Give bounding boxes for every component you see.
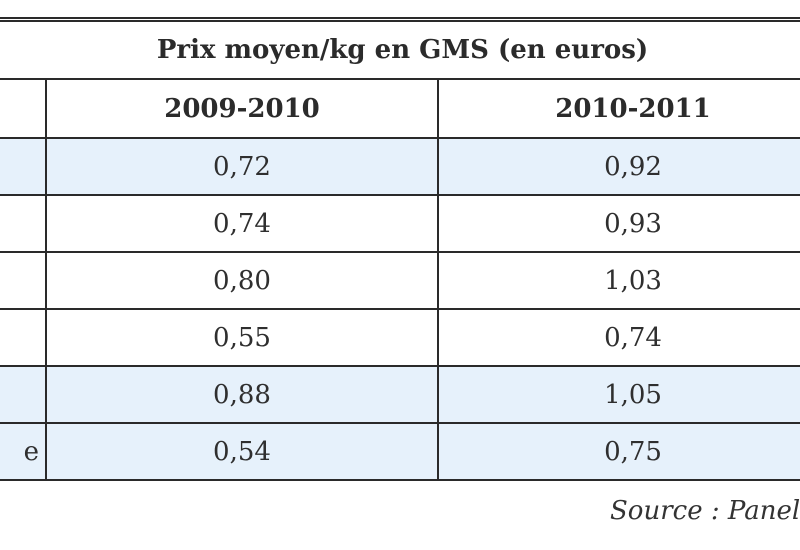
table-row: 0,88 1,05 xyxy=(0,365,800,424)
caption-row: Prix moyen/kg en GMS (en euros) xyxy=(0,20,800,80)
value-cell-2010-2011: 0,74 xyxy=(436,308,800,367)
value-cell-2009-2010: 0,54 xyxy=(45,422,439,481)
table-row: 0,55 0,74 xyxy=(0,308,800,367)
value-cell-2010-2011: 0,93 xyxy=(436,194,800,253)
table-row: 0,80 1,03 xyxy=(0,251,800,310)
row-label xyxy=(0,251,47,310)
value-cell-2009-2010: 0,88 xyxy=(45,365,439,424)
table-top-border xyxy=(0,17,800,19)
table-row: 0,74 0,93 xyxy=(0,194,800,253)
row-label xyxy=(0,137,47,196)
value-cell-2010-2011: 1,03 xyxy=(436,251,800,310)
row-label: e xyxy=(0,422,47,481)
value-cell-2009-2010: 0,72 xyxy=(45,137,439,196)
header-row: 2009-2010 2010-2011 xyxy=(0,78,800,139)
row-label xyxy=(0,308,47,367)
value-cell-2009-2010: 0,74 xyxy=(45,194,439,253)
price-table: Prix moyen/kg en GMS (en euros) 2009-201… xyxy=(0,20,800,481)
row-label xyxy=(0,194,47,253)
header-label-cell xyxy=(0,78,47,139)
value-cell-2009-2010: 0,55 xyxy=(45,308,439,367)
column-header-2009-2010: 2009-2010 xyxy=(45,78,439,139)
table-row: 0,72 0,92 xyxy=(0,137,800,196)
value-cell-2009-2010: 0,80 xyxy=(45,251,439,310)
table-row: e 0,54 0,75 xyxy=(0,422,800,481)
row-label xyxy=(0,365,47,424)
value-cell-2010-2011: 0,92 xyxy=(436,137,800,196)
value-cell-2010-2011: 0,75 xyxy=(436,422,800,481)
source-note: Source : Panel d xyxy=(610,496,800,526)
value-cell-2010-2011: 1,05 xyxy=(436,365,800,424)
column-header-2010-2011: 2010-2011 xyxy=(436,78,800,139)
table-caption: Prix moyen/kg en GMS (en euros) xyxy=(0,20,800,80)
